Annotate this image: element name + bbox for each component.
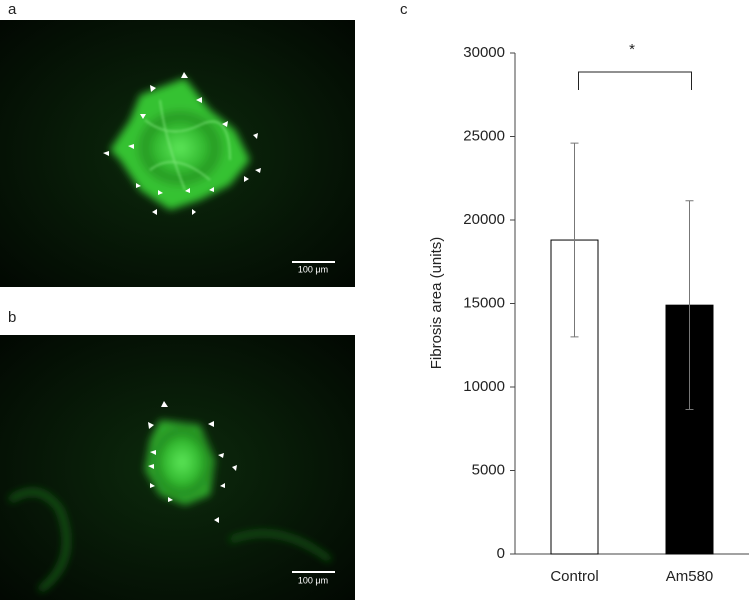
micrograph-b: 100 μm (0, 335, 355, 600)
x-tick-label: Control (550, 568, 598, 585)
y-tick-label: 0 (497, 545, 505, 562)
y-tick-label: 10000 (463, 378, 505, 395)
panel-label: a (8, 1, 17, 18)
panel-label: c (400, 1, 408, 18)
panel-label: b (8, 309, 16, 326)
significance-label: * (629, 41, 635, 58)
bar-chart: Fibrosis area (units) 0 5000 10000 15000 200… (428, 41, 749, 585)
scale-bar-label: 100 μm (298, 575, 328, 585)
significance-bracket (578, 71, 692, 90)
y-tick-label: 5000 (472, 461, 505, 478)
y-tick-label: 25000 (463, 127, 505, 144)
y-tick-label: 15000 (463, 294, 505, 311)
error-bar (570, 142, 579, 338)
bar (550, 239, 599, 555)
error-bar (685, 200, 694, 411)
y-axis-label: Fibrosis area (units) (428, 237, 445, 370)
y-tick-label: 20000 (463, 211, 505, 228)
micrograph-a: 100 μm (0, 20, 355, 287)
scale-bar-label: 100 μm (298, 264, 328, 274)
y-tick-label: 30000 (463, 44, 505, 61)
x-tick-label: Am580 (666, 568, 714, 585)
